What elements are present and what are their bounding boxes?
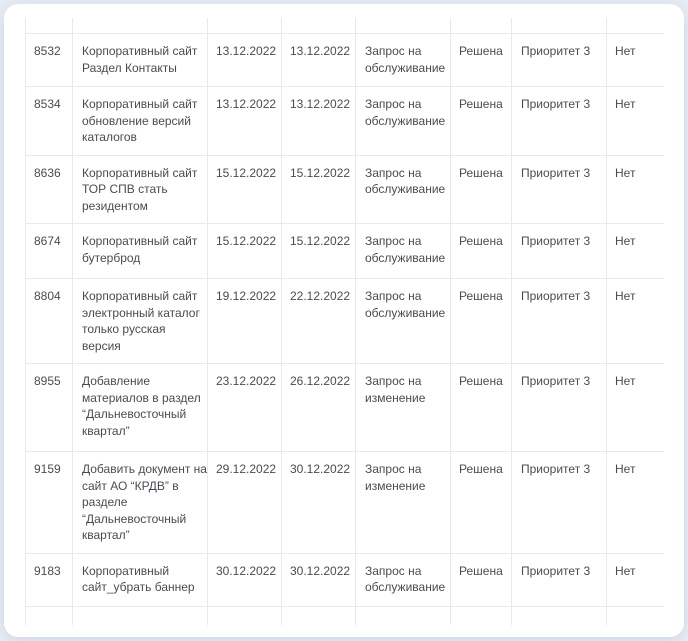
cell-resolved-date: 26.12.2022 xyxy=(281,363,356,452)
empty-cell xyxy=(207,605,282,625)
cell-title: Корпоративный сайт_убрать баннер xyxy=(72,552,208,607)
cell-resolved-date: 15.12.2022 xyxy=(281,223,356,279)
empty-cell xyxy=(606,18,664,34)
cell-flag: Нет xyxy=(606,278,664,364)
cell-type: Запрос на обслуживание xyxy=(355,278,451,364)
cell-id: 9183 xyxy=(25,552,73,607)
cell-priority: Приоритет 3 xyxy=(511,223,607,279)
cell-title: Корпоративный сайт обновление версий кат… xyxy=(72,86,208,156)
table-card: 8532 Корпоративный сайт Раздел Контакты … xyxy=(4,4,684,637)
cell-status: Решена xyxy=(450,154,512,224)
cell-title: Корпоративный сайт бутерброд xyxy=(72,223,208,279)
tickets-tbody: 8532 Корпоративный сайт Раздел Контакты … xyxy=(25,18,664,625)
empty-cell xyxy=(450,605,512,625)
cell-created-date: 30.12.2022 xyxy=(207,552,282,607)
empty-cell xyxy=(450,18,512,34)
cell-flag: Нет xyxy=(606,552,664,607)
empty-cell xyxy=(25,18,73,34)
cell-type: Запрос на обслуживание xyxy=(355,223,451,279)
cell-status: Решена xyxy=(450,33,512,87)
cell-id: 8534 xyxy=(25,86,73,156)
cell-resolved-date: 15.12.2022 xyxy=(281,154,356,224)
cell-title: Корпоративный сайт электронный каталог т… xyxy=(72,278,208,364)
cell-created-date: 15.12.2022 xyxy=(207,154,282,224)
cell-priority: Приоритет 3 xyxy=(511,451,607,554)
cell-resolved-date: 13.12.2022 xyxy=(281,33,356,87)
cell-status: Решена xyxy=(450,451,512,554)
cell-type: Запрос на обслуживание xyxy=(355,33,451,87)
table-row[interactable]: 8636 Корпоративный сайт ТОР СПВ стать ре… xyxy=(25,154,664,224)
empty-cell xyxy=(72,18,208,34)
cell-created-date: 13.12.2022 xyxy=(207,86,282,156)
empty-cell xyxy=(511,18,607,34)
cell-priority: Приоритет 3 xyxy=(511,33,607,87)
cell-type: Запрос на обслуживание xyxy=(355,86,451,156)
cell-flag: Нет xyxy=(606,451,664,554)
cell-id: 8532 xyxy=(25,33,73,87)
cell-resolved-date: 13.12.2022 xyxy=(281,86,356,156)
tickets-table: 8532 Корпоративный сайт Раздел Контакты … xyxy=(25,18,664,625)
cell-flag: Нет xyxy=(606,223,664,279)
empty-cell xyxy=(72,605,208,625)
cell-id: 8955 xyxy=(25,363,73,452)
table-row[interactable]: 8532 Корпоративный сайт Раздел Контакты … xyxy=(25,33,664,87)
cell-flag: Нет xyxy=(606,86,664,156)
table-row[interactable]: 9159 Добавить документ на сайт АО “КРДВ”… xyxy=(25,451,664,554)
empty-cell xyxy=(207,18,282,34)
cell-id: 8674 xyxy=(25,223,73,279)
empty-cell xyxy=(355,18,451,34)
cell-resolved-date: 30.12.2022 xyxy=(281,552,356,607)
empty-cell xyxy=(281,18,356,34)
cell-title: Корпоративный сайт Раздел Контакты xyxy=(72,33,208,87)
cell-flag: Нет xyxy=(606,363,664,452)
cell-priority: Приоритет 3 xyxy=(511,154,607,224)
cell-status: Решена xyxy=(450,363,512,452)
empty-cell xyxy=(25,605,73,625)
empty-cell xyxy=(606,605,664,625)
cell-title: Корпоративный сайт ТОР СПВ стать резиден… xyxy=(72,154,208,224)
cell-priority: Приоритет 3 xyxy=(511,86,607,156)
table-row-partial-bottom xyxy=(25,605,664,625)
cell-id: 8636 xyxy=(25,154,73,224)
cell-type: Запрос на изменение xyxy=(355,451,451,554)
cell-priority: Приоритет 3 xyxy=(511,278,607,364)
cell-title: Добавление материалов в раздел “Дальнево… xyxy=(72,363,208,452)
cell-type: Запрос на изменение xyxy=(355,363,451,452)
cell-id: 9159 xyxy=(25,451,73,554)
cell-created-date: 19.12.2022 xyxy=(207,278,282,364)
cell-status: Решена xyxy=(450,86,512,156)
table-row[interactable]: 8674 Корпоративный сайт бутерброд 15.12.… xyxy=(25,223,664,279)
cell-created-date: 23.12.2022 xyxy=(207,363,282,452)
cell-created-date: 15.12.2022 xyxy=(207,223,282,279)
cell-status: Решена xyxy=(450,278,512,364)
cell-status: Решена xyxy=(450,223,512,279)
table-row-partial-top xyxy=(25,18,664,34)
empty-cell xyxy=(511,605,607,625)
table-scroll-area[interactable]: 8532 Корпоративный сайт Раздел Контакты … xyxy=(25,18,664,625)
cell-created-date: 29.12.2022 xyxy=(207,451,282,554)
cell-status: Решена xyxy=(450,552,512,607)
cell-resolved-date: 22.12.2022 xyxy=(281,278,356,364)
table-row[interactable]: 9183 Корпоративный сайт_убрать баннер 30… xyxy=(25,552,664,607)
table-row[interactable]: 8955 Добавление материалов в раздел “Дал… xyxy=(25,363,664,452)
cell-flag: Нет xyxy=(606,33,664,87)
cell-id: 8804 xyxy=(25,278,73,364)
cell-type: Запрос на обслуживание xyxy=(355,552,451,607)
cell-priority: Приоритет 3 xyxy=(511,363,607,452)
cell-priority: Приоритет 3 xyxy=(511,552,607,607)
table-row[interactable]: 8804 Корпоративный сайт электронный ката… xyxy=(25,278,664,364)
cell-created-date: 13.12.2022 xyxy=(207,33,282,87)
empty-cell xyxy=(281,605,356,625)
empty-cell xyxy=(355,605,451,625)
table-row[interactable]: 8534 Корпоративный сайт обновление верси… xyxy=(25,86,664,156)
cell-flag: Нет xyxy=(606,154,664,224)
cell-title: Добавить документ на сайт АО “КРДВ” в ра… xyxy=(72,451,208,554)
cell-type: Запрос на обслуживание xyxy=(355,154,451,224)
cell-resolved-date: 30.12.2022 xyxy=(281,451,356,554)
